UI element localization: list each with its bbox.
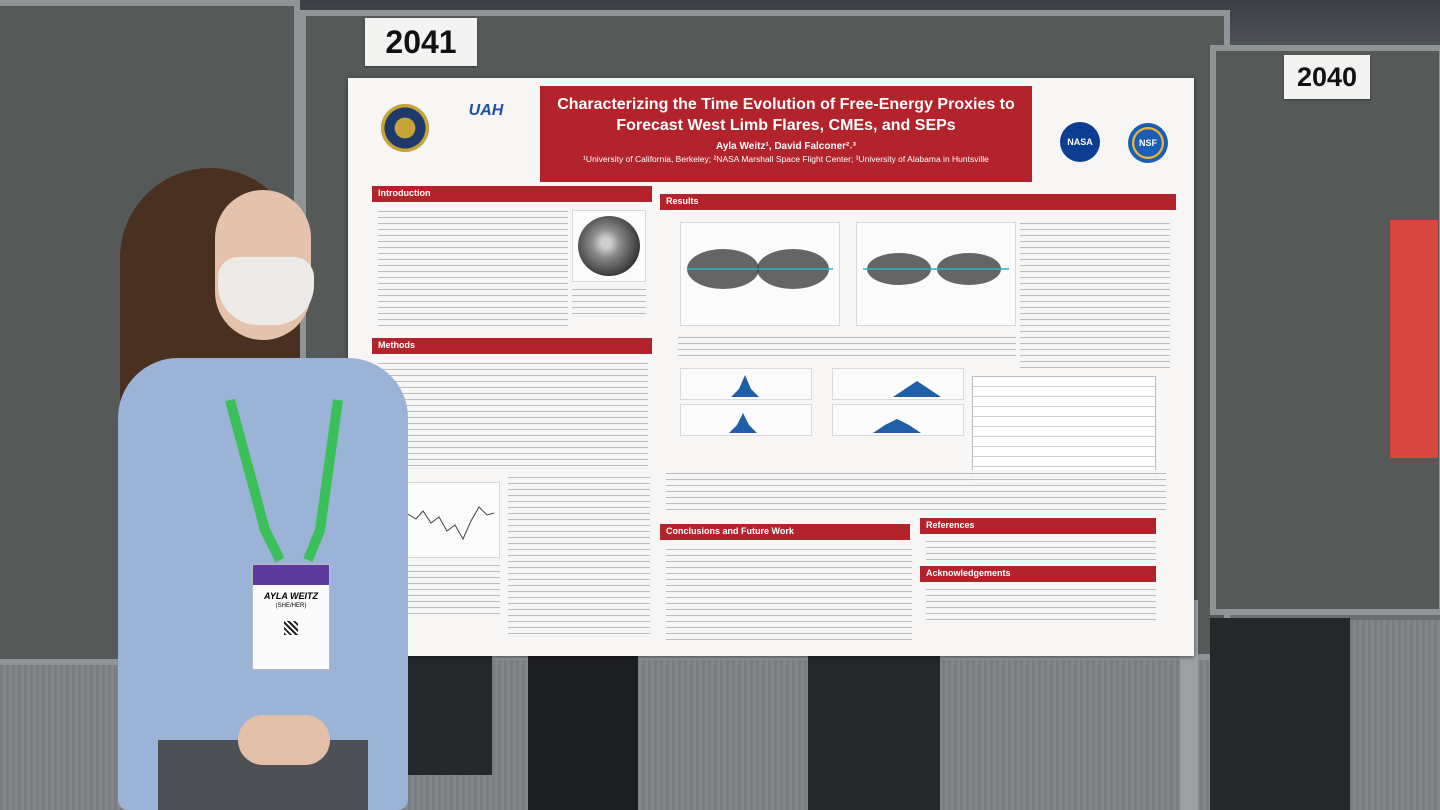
section-header-introduction: Introduction — [372, 186, 652, 202]
hands — [238, 715, 330, 765]
qr-code-icon — [284, 621, 298, 635]
scatter-plot-figure — [856, 222, 1016, 326]
badge-header — [253, 565, 329, 585]
histogram-figure — [680, 368, 812, 400]
face-mask — [218, 257, 314, 325]
person-legs-background — [528, 648, 638, 810]
histogram-figure — [832, 368, 964, 400]
methods-text-continued — [508, 474, 650, 639]
booth-number-left: 2041 — [365, 18, 477, 66]
methods-text — [378, 360, 648, 470]
poster-affiliations: ¹University of California, Berkeley; ²NA… — [583, 154, 989, 164]
figure-caption — [400, 562, 500, 618]
section-header-references: References — [920, 518, 1156, 534]
histogram-figure — [832, 404, 964, 436]
results-text — [1020, 220, 1170, 370]
section-header-methods: Methods — [372, 338, 652, 354]
person-legs-background — [1210, 618, 1350, 810]
acknowledgements-text — [926, 586, 1156, 620]
scatter-plot-figure — [680, 222, 840, 326]
lanyard — [225, 398, 343, 563]
section-header-results: Results — [660, 194, 1176, 210]
scatter-cloud — [863, 253, 1009, 285]
introduction-text — [378, 208, 568, 326]
neighbor-poster — [1390, 220, 1438, 458]
badge-name: AYLA WEITZ — [264, 591, 318, 601]
figure-caption — [678, 334, 1016, 356]
histogram-figure — [680, 404, 812, 436]
figure-caption — [572, 286, 646, 316]
poster-title: Characterizing the Time Evolution of Fre… — [557, 96, 1015, 134]
section-header-acknowledgements: Acknowledgements — [920, 566, 1156, 582]
nasa-logo: NASA — [1060, 122, 1100, 162]
time-series-line — [405, 506, 495, 541]
uc-seal-logo — [381, 104, 429, 152]
results-text-continued — [666, 470, 1166, 514]
booth-number-right: 2040 — [1284, 55, 1370, 99]
badge-pronouns: (SHE/HER) — [275, 603, 307, 609]
references-text — [926, 538, 1156, 562]
solar-disk-figure — [572, 210, 646, 282]
conclusions-text — [666, 546, 912, 642]
section-header-conclusions: Conclusions and Future Work — [660, 524, 910, 540]
uah-logo: UAH — [468, 102, 504, 119]
time-series-figure — [400, 482, 500, 558]
person-legs-background — [392, 655, 492, 775]
presenter: AYLA WEITZ (SHE/HER) — [110, 160, 410, 810]
person-legs-background — [808, 640, 940, 810]
results-table-grid — [972, 376, 1156, 484]
poster-title-banner: Characterizing the Time Evolution of Fre… — [540, 86, 1032, 182]
nsf-logo: NSF — [1128, 123, 1168, 163]
poster-authors: Ayla Weitz¹, David Falconer²˒³ — [715, 141, 857, 152]
research-poster: UAH Characterizing the Time Evolution of… — [348, 78, 1194, 656]
scatter-cloud — [687, 249, 833, 289]
name-badge: AYLA WEITZ (SHE/HER) — [252, 564, 330, 670]
